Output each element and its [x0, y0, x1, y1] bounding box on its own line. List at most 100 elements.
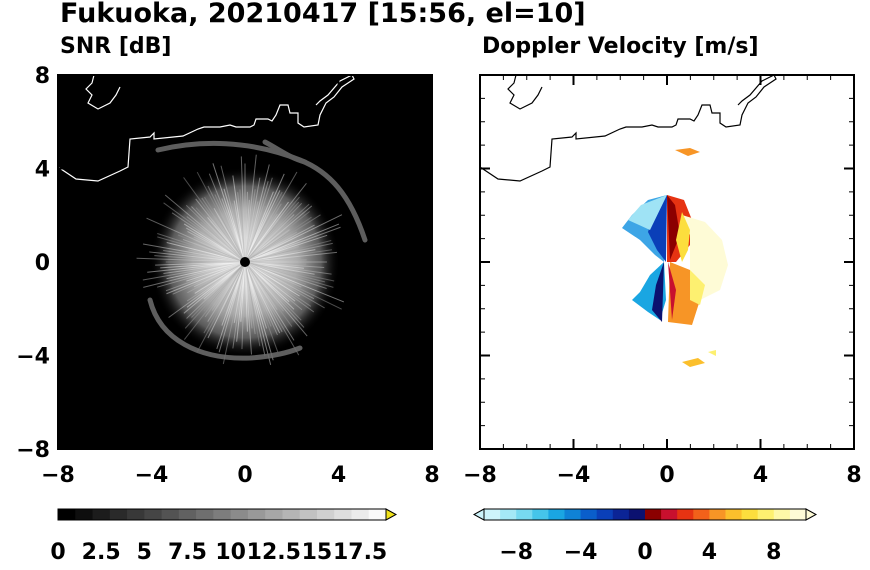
- snr-ray: [186, 261, 246, 282]
- snr-ray: [207, 261, 246, 339]
- velocity-colorbar-extend-min: [472, 508, 485, 521]
- snr-ray: [177, 234, 246, 263]
- snr-ray: [244, 261, 300, 297]
- snr-colorbar-bin: [368, 509, 387, 520]
- snr-ray: [244, 261, 266, 357]
- snr-ray: [207, 216, 246, 263]
- snr-colorbar-label: 10: [215, 540, 246, 565]
- snr-colorbar-bin: [282, 509, 301, 520]
- snr-colorbar-bin: [299, 509, 318, 520]
- snr-ray: [244, 261, 252, 355]
- velocity-colorbar-bin: [484, 509, 501, 520]
- snr-ray: [244, 216, 312, 263]
- snr-colorbar-frame: [57, 508, 387, 521]
- snr-ray: [204, 196, 246, 263]
- snr-ray: [244, 261, 342, 310]
- snr-panel: −8 −4 0 4 8 8 4 0 −4 −8: [16, 64, 439, 488]
- snr-ray: [244, 261, 308, 337]
- snr-ray: [244, 261, 302, 288]
- snr-ray: [244, 261, 332, 275]
- figure-title: Fukuoka, 20210417 [15:56, el=10]: [60, 0, 586, 29]
- snr-ray: [203, 261, 246, 300]
- snr-ray: [187, 261, 246, 294]
- snr-ray: [160, 261, 246, 269]
- snr-ray: [149, 251, 246, 263]
- snr-ray: [195, 198, 246, 263]
- snr-ray: [188, 249, 246, 263]
- snr-ray: [244, 203, 310, 263]
- snr-ray: [244, 177, 273, 263]
- snr-ray: [244, 226, 341, 263]
- snr-ray: [220, 261, 246, 317]
- snr-ray: [244, 261, 279, 353]
- snr-colorbar-bin: [213, 509, 232, 520]
- snr-ray: [185, 204, 246, 263]
- snr-ray: [244, 261, 290, 303]
- snr-ray: [244, 235, 304, 263]
- snr-ray: [214, 194, 246, 263]
- snr-ray: [244, 183, 307, 263]
- snr-ray: [244, 190, 281, 263]
- snr-colorbar-bin: [75, 509, 94, 520]
- snr-ray: [166, 241, 246, 263]
- snr-ray: [194, 261, 246, 294]
- snr-ray: [244, 251, 338, 263]
- velocity-colorbar-label: 8: [766, 540, 781, 565]
- snr-ray: [244, 261, 300, 356]
- velocity-colorbar-bin: [548, 509, 565, 520]
- snr-ray: [244, 261, 335, 282]
- snr-ray: [142, 261, 246, 281]
- snr-ray: [244, 261, 312, 307]
- snr-ray: [221, 198, 246, 263]
- snr-ray: [244, 261, 278, 311]
- snr-ray: [244, 261, 274, 361]
- x-tick-label: 4: [331, 463, 346, 488]
- velocity-colorbar-bin: [773, 509, 791, 520]
- snr-colorbar-label: 0: [50, 540, 65, 565]
- snr-colorbar-bin: [230, 509, 249, 520]
- snr-ray: [183, 261, 246, 340]
- snr-ray: [244, 261, 306, 285]
- snr-ray: [183, 261, 246, 314]
- y-tick-label: −8: [16, 438, 50, 463]
- snr-ray: [244, 261, 256, 335]
- snr-ray: [244, 261, 305, 269]
- snr-ray: [193, 261, 246, 288]
- snr-colorbar: 0 2.5 5 7.5 10 12.5 15 17.5: [50, 508, 398, 565]
- snr-ray: [222, 261, 246, 365]
- snr-ray: [186, 216, 246, 263]
- snr-ray: [244, 229, 290, 263]
- snr-ray: [216, 261, 246, 350]
- snr-colorbar-bin: [127, 509, 145, 520]
- snr-ray: [244, 199, 250, 263]
- snr-ray: [213, 208, 246, 263]
- snr-ray: [163, 250, 246, 263]
- snr-ray: [171, 212, 246, 263]
- snr-ray: [208, 173, 246, 263]
- snr-ray: [240, 156, 246, 263]
- snr-ray: [244, 261, 325, 269]
- snr-ray: [244, 214, 321, 263]
- snr-ray: [146, 217, 246, 263]
- snr-axis-ticks: −8 −4 0 4 8 8 4 0 −4 −8: [16, 64, 439, 488]
- snr-echo-ring: [147, 139, 368, 361]
- snr-ray: [183, 177, 246, 263]
- snr-colorbar-label: 12.5: [247, 540, 301, 565]
- snr-ray: [240, 261, 246, 322]
- snr-ray: [241, 261, 246, 350]
- velocity-colorbar-bin: [516, 509, 533, 520]
- snr-ray: [156, 261, 246, 288]
- velocity-panel: −8 −4 0 4 8: [463, 74, 862, 488]
- velocity-colorbar: −8 −4 0 4 8: [472, 508, 818, 565]
- snr-ray: [244, 259, 307, 263]
- snr-radial-rays: [136, 154, 345, 365]
- snr-ray: [244, 261, 248, 332]
- snr-ray: [244, 261, 305, 328]
- snr-ray: [244, 203, 282, 263]
- snr-ray: [186, 261, 246, 319]
- snr-ray: [244, 205, 266, 263]
- snr-colorbar-label: 2.5: [82, 540, 121, 565]
- velocity-colorbar-label: −8: [499, 540, 533, 565]
- snr-ray: [239, 189, 246, 263]
